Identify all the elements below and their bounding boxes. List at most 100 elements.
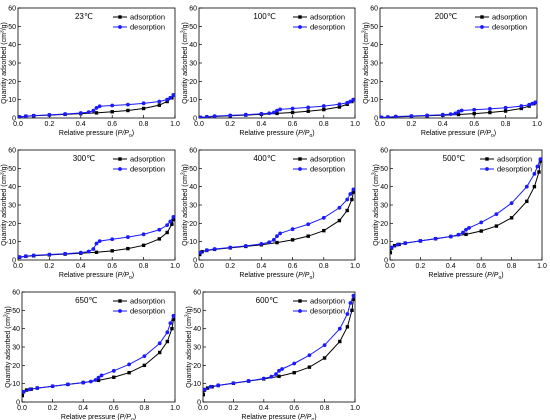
x-tick-label: 0.2 xyxy=(407,121,417,128)
series-line-adsorption xyxy=(199,192,354,255)
desorption-marker xyxy=(538,157,542,162)
x-axis-label: Relative pressure (P/Po) xyxy=(239,272,314,281)
desorption-marker xyxy=(275,108,279,113)
adsorption-marker xyxy=(141,106,146,111)
desorption-marker xyxy=(171,313,175,318)
chart-panel-6: 0 10 20 30 40 50 60 0.0 0.2 0.4 0.6 0.8 1.0 Relative … xyxy=(372,148,547,282)
chart-panel-1: 0 10 20 30 40 50 60 0.0 0.2 0.4 0.6 0.8 1.0 Relative … xyxy=(0,6,180,140)
desorption-marker xyxy=(246,379,251,383)
desorption-marker xyxy=(351,293,355,298)
legend-marker xyxy=(118,25,122,29)
desorption-marker xyxy=(267,111,272,116)
adsorption-marker xyxy=(275,111,279,116)
desorption-marker xyxy=(228,245,233,250)
x-tick-label: 0.0 xyxy=(17,405,27,412)
x-tick-label: 1.0 xyxy=(350,405,360,412)
desorption-marker xyxy=(418,239,423,243)
adsorption-marker xyxy=(350,197,354,202)
y-tick-label: 40 xyxy=(189,42,197,49)
chart-panel-8: 0 10 20 30 40 50 60 0.0 0.2 0.4 0.6 0.8 1.0 Relative … xyxy=(185,290,360,420)
desorption-marker xyxy=(212,114,217,118)
adsorption-marker xyxy=(170,326,174,331)
adsorption-marker xyxy=(110,249,114,253)
adsorption-marker xyxy=(141,243,146,248)
y-tick-label: 0 xyxy=(197,400,201,407)
y-tick-label: 0 xyxy=(193,116,197,123)
desorption-marker xyxy=(345,197,350,202)
desorption-marker xyxy=(464,227,468,232)
desorption-marker xyxy=(157,341,162,346)
desorption-marker xyxy=(171,215,175,219)
y-tick-label: 40 xyxy=(8,184,16,191)
desorption-marker xyxy=(337,102,342,107)
desorption-marker xyxy=(290,227,295,232)
desorption-marker xyxy=(448,112,453,117)
y-tick-label: 60 xyxy=(189,6,197,13)
y-tick-label: 20 xyxy=(8,221,16,228)
x-tick-label: 0.6 xyxy=(469,121,479,128)
desorption-marker xyxy=(385,115,390,118)
y-tick-label: 20 xyxy=(12,363,20,370)
desorption-marker xyxy=(91,108,96,113)
x-tick-label: 0.6 xyxy=(109,405,119,412)
desorption-marker xyxy=(503,105,508,110)
y-axis-label: Quantity adsorbed (cm3/g) xyxy=(0,164,8,246)
x-tick-label: 0.4 xyxy=(438,121,448,128)
legend-marker xyxy=(480,25,484,29)
x-axis-label: Relative pressure (P/Po) xyxy=(428,272,503,281)
desorption-marker xyxy=(425,113,429,118)
adsorption-marker xyxy=(390,250,393,255)
x-tick-label: 0.8 xyxy=(140,405,150,412)
panel-title: 300℃ xyxy=(73,154,95,163)
adsorption-marker xyxy=(22,393,25,398)
y-tick-label: 0 xyxy=(12,116,16,123)
x-axis-label: Relative pressure (P/Po) xyxy=(421,130,496,139)
legend-label-desorption: desorption xyxy=(497,165,532,174)
y-tick-label: 40 xyxy=(380,184,388,191)
desorption-marker xyxy=(535,164,540,169)
desorption-marker xyxy=(433,236,438,241)
x-axis-label: Relative pressure (P/Po) xyxy=(239,130,314,139)
x-tick-label: 0.4 xyxy=(78,405,88,412)
y-tick-label: 10 xyxy=(8,239,16,246)
desorption-marker xyxy=(403,241,408,246)
y-tick-label: 40 xyxy=(8,42,16,49)
x-tick-label: 1.0 xyxy=(170,405,180,412)
adsorption-marker xyxy=(322,356,327,360)
y-tick-label: 50 xyxy=(380,166,388,173)
x-tick-label: 0.0 xyxy=(194,121,204,128)
legend-label-desorption: desorption xyxy=(130,307,165,316)
desorption-marker xyxy=(63,251,67,256)
x-tick-label: 1.0 xyxy=(532,121,542,128)
y-tick-label: 50 xyxy=(193,308,201,315)
x-tick-label: 0.8 xyxy=(507,263,517,270)
desorption-marker xyxy=(81,380,86,385)
y-tick-label: 0 xyxy=(384,258,388,265)
desorption-marker xyxy=(142,354,147,359)
y-tick-label: 20 xyxy=(8,79,16,86)
desorption-marker xyxy=(157,99,162,104)
desorption-marker xyxy=(532,171,537,176)
desorption-marker xyxy=(267,240,272,245)
legend-marker xyxy=(485,157,489,161)
x-tick-label: 0.4 xyxy=(76,263,86,270)
desorption-marker xyxy=(278,231,283,236)
adsorption-marker xyxy=(519,106,523,111)
desorption-marker xyxy=(440,112,445,117)
desorption-marker xyxy=(88,379,93,384)
y-tick-label: 30 xyxy=(193,345,201,352)
desorption-marker xyxy=(524,184,529,189)
panel-title: 400℃ xyxy=(253,154,275,163)
x-axis-label: Relative pressure (P/Po) xyxy=(241,414,316,420)
desorption-marker xyxy=(307,353,312,358)
adsorption-marker xyxy=(351,190,355,194)
adsorption-marker xyxy=(275,240,279,245)
desorption-marker xyxy=(348,99,353,104)
desorption-marker xyxy=(199,115,203,118)
adsorption-marker xyxy=(322,228,326,233)
desorption-marker xyxy=(259,111,264,116)
series-group xyxy=(390,157,542,255)
desorption-marker xyxy=(509,201,514,206)
